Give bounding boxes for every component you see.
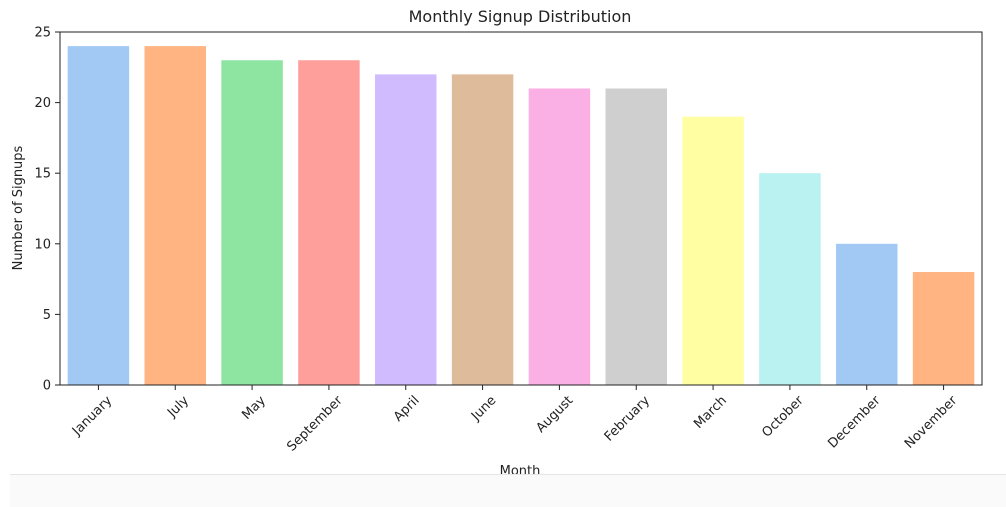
y-tick-label: 25 (34, 26, 51, 41)
bar-february (605, 88, 667, 385)
x-tick-label: October (759, 393, 807, 441)
x-tick-label: May (239, 393, 269, 423)
bar-august (528, 88, 591, 385)
bar-december (836, 243, 898, 385)
bar-april (375, 74, 437, 386)
y-tick-label: 15 (34, 167, 51, 182)
bars-group (67, 46, 975, 386)
y-tick-label: 0 (43, 379, 51, 394)
x-tick-label: March (691, 393, 730, 432)
y-tick-label: 20 (34, 96, 51, 111)
plot-frame (59, 31, 983, 386)
y-axis-label: Number of Signups (11, 145, 26, 270)
bar-july (144, 46, 206, 386)
bar-january (67, 46, 130, 386)
footer-strip (10, 474, 1006, 507)
x-tick-label: July (164, 393, 192, 421)
bar-october (759, 173, 821, 385)
x-tick-label: April (391, 393, 423, 425)
bar-june (451, 74, 514, 386)
y-axis: 0 5 10 15 20 25 (34, 26, 60, 394)
chart-title: Monthly Signup Distribution (409, 7, 632, 26)
y-tick-label: 10 (34, 237, 51, 252)
x-tick-label: January (69, 393, 115, 439)
x-tick-label: June (468, 393, 499, 424)
bar-november (912, 272, 975, 385)
x-tick-label: December (825, 393, 884, 452)
x-tick-label: August (533, 393, 576, 436)
bar-march (682, 116, 744, 385)
bar-september (298, 60, 360, 386)
x-tick-label: September (284, 393, 346, 455)
y-tick-label: 5 (43, 308, 51, 323)
x-tick-label: November (902, 393, 961, 452)
x-tick-label: February (602, 393, 654, 445)
x-axis: January July May September April June August Fe… (69, 385, 961, 455)
bar-may (221, 60, 283, 386)
